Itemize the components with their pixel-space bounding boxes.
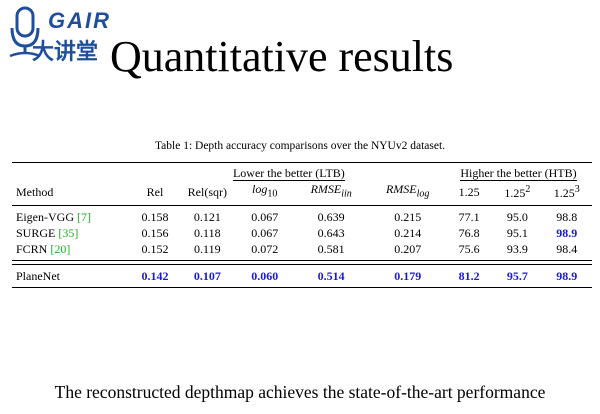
citation-link[interactable]: [7] [76, 210, 91, 225]
method-cell: SURGE [35] [16, 226, 79, 241]
column-header-rel-sqr: Rel(sqr) [177, 181, 238, 207]
value-cell: 95.0 [506, 210, 528, 225]
value-cell-best: 0.142 [132, 264, 178, 289]
ltb-group-label: Lower the better (LTB) [232, 166, 345, 181]
table-row-surge: SURGE [35] 0.156 0.118 0.067 0.643 0.214… [12, 225, 592, 241]
logo-brand-text: GAIR [48, 8, 111, 33]
table-divider [12, 260, 592, 266]
method-cell: FCRN [20] [12, 241, 133, 262]
column-header-delta2: 1.252 [493, 181, 542, 207]
value-cell: 0.156 [141, 226, 169, 241]
value-cell: 0.581 [291, 241, 371, 262]
value-cell: 0.152 [132, 241, 178, 262]
value-cell: 98.8 [556, 210, 578, 225]
value-cell: 0.118 [194, 226, 221, 241]
group-header-row: Lower the better (LTB) Higher the better… [12, 162, 592, 181]
value-cell: 77.1 [458, 210, 480, 225]
value-cell: 0.643 [317, 226, 345, 241]
slide-title: Quantitative results [110, 32, 454, 81]
value-cell: 0.215 [394, 210, 422, 225]
value-cell-best: 0.514 [291, 264, 371, 289]
value-cell: 0.119 [177, 241, 238, 262]
value-cell: 93.9 [493, 241, 542, 262]
table-caption: Table 1: Depth accuracy comparisons over… [154, 140, 446, 152]
htb-group-label: Higher the better (HTB) [460, 166, 577, 181]
column-header-delta3: 1.253 [541, 181, 592, 207]
value-cell: 76.8 [458, 226, 480, 241]
value-cell-best: 98.9 [556, 226, 578, 241]
value-cell: 75.6 [444, 241, 494, 262]
value-cell-best: 0.060 [237, 264, 292, 289]
value-cell: 0.158 [141, 210, 169, 225]
value-cell: 0.214 [394, 226, 422, 241]
value-cell: 0.207 [370, 241, 445, 262]
citation-link[interactable]: [35] [58, 226, 79, 241]
value-cell: 0.121 [193, 210, 221, 225]
results-table-container: Lower the better (LTB) Higher the better… [12, 162, 592, 289]
value-cell: 0.639 [317, 210, 345, 225]
table-row-planenet: PlaneNet 0.142 0.107 0.060 0.514 0.179 8… [12, 264, 592, 289]
table-row-eigen-vgg: Eigen-VGG [7] 0.158 0.121 0.067 0.639 0.… [12, 206, 592, 226]
column-header-rmse-log: RMSElog [370, 181, 445, 207]
value-cell: 0.072 [237, 241, 292, 262]
table-row-fcrn: FCRN [20] 0.152 0.119 0.072 0.581 0.207 … [12, 241, 592, 262]
value-cell-best: 0.107 [177, 264, 238, 289]
value-cell: 95.1 [506, 226, 528, 241]
value-cell-best: 95.7 [493, 264, 542, 289]
value-cell: 98.4 [541, 241, 592, 262]
column-header-log10: log10 [237, 181, 292, 207]
slide-footer-text: The reconstructed depthmap achieves the … [54, 382, 546, 402]
column-header-delta1: 1.25 [444, 181, 494, 207]
column-header-method: Method [12, 181, 133, 207]
value-cell-best: 81.2 [444, 264, 494, 289]
value-cell-best: 98.9 [541, 264, 592, 289]
value-cell: 0.067 [251, 226, 279, 241]
microphone-icon [9, 6, 41, 58]
citation-link[interactable]: [20] [50, 242, 71, 257]
method-cell: Eigen-VGG [7] [16, 210, 91, 225]
results-table: Lower the better (LTB) Higher the better… [12, 162, 592, 289]
value-cell: 0.067 [251, 210, 279, 225]
column-header-rmse-iin: RMSEiin [291, 181, 371, 207]
logo-chinese-text: 大讲堂 [32, 40, 99, 65]
column-header-row: Method Rel Rel(sqr) log10 RMSEiin RMSElo… [12, 181, 592, 207]
value-cell-best: 0.179 [370, 264, 445, 289]
gair-logo: GAIR 大讲堂 [6, 6, 126, 68]
column-header-rel: Rel [132, 181, 178, 207]
method-cell: PlaneNet [12, 264, 133, 289]
